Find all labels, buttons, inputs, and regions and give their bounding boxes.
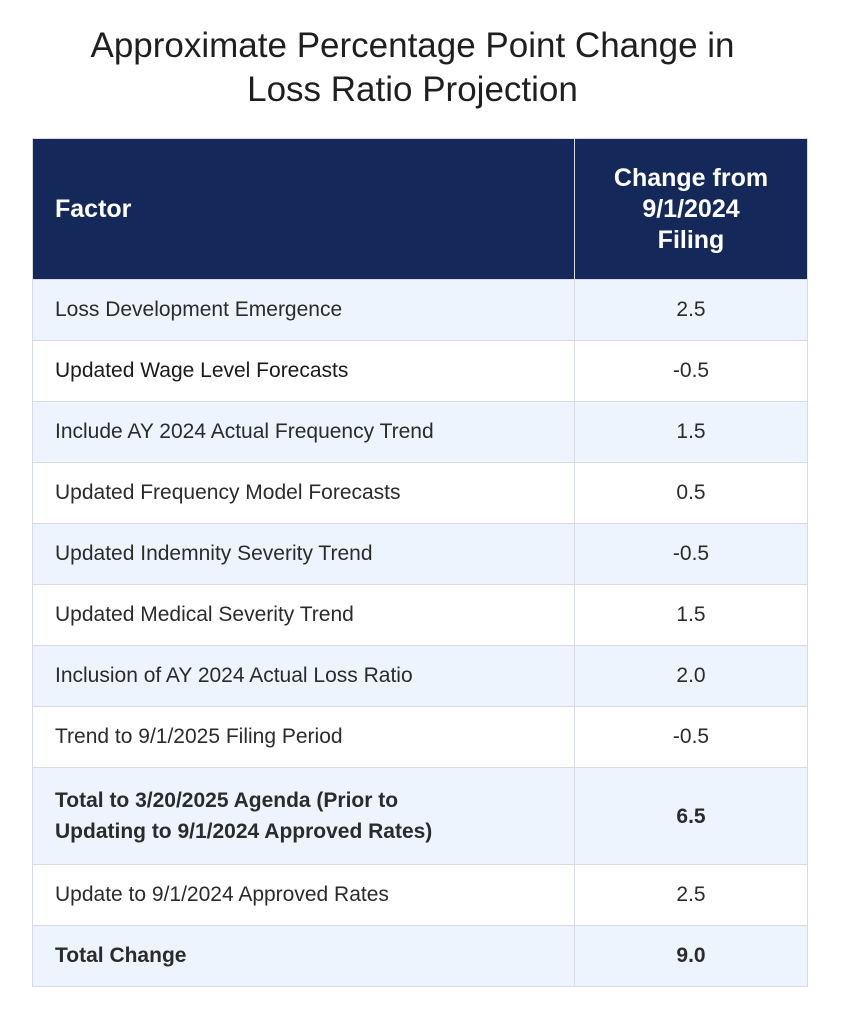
change-value-cell: 2.0 — [574, 645, 808, 707]
change-value-cell: 0.5 — [574, 462, 808, 524]
factor-cell: Inclusion of AY 2024 Actual Loss Ratio — [32, 645, 575, 707]
factor-table: Factor Change from 9/1/2024 Filing Loss De… — [32, 138, 808, 987]
change-value-cell: 1.5 — [574, 401, 808, 463]
factor-cell: Updated Frequency Model Forecasts — [32, 462, 575, 524]
factor-cell: Updated Wage Level Forecasts — [32, 340, 575, 402]
table-row: Update to 9/1/2024 Approved Rates 2.5 — [32, 864, 808, 926]
table-row: Updated Medical Severity Trend 1.5 — [32, 584, 808, 646]
table-row: Include AY 2024 Actual Frequency Trend 1… — [32, 401, 808, 463]
factor-cell: Include AY 2024 Actual Frequency Trend — [32, 401, 575, 463]
table-row: Loss Development Emergence 2.5 — [32, 279, 808, 341]
header-change-line-3: Filing — [657, 225, 725, 254]
change-value-cell: -0.5 — [574, 340, 808, 402]
total-value-cell: 9.0 — [574, 925, 808, 987]
change-value-cell: -0.5 — [574, 523, 808, 585]
change-value-cell: 2.5 — [574, 279, 808, 341]
subtotal-label-cell: Total to 3/20/2025 Agenda (Prior to Updat… — [32, 767, 575, 865]
table-row: Trend to 9/1/2025 Filing Period -0.5 — [32, 706, 808, 768]
page-title: Approximate Percentage Point Change in Lo… — [0, 24, 825, 112]
title-line-1: Approximate Percentage Point Change in — [90, 26, 735, 65]
header-change-line-1: Change from — [613, 163, 769, 192]
header-change-line-2: 9/1/2024 — [642, 194, 740, 223]
table-header-row: Factor Change from 9/1/2024 Filing — [32, 138, 808, 280]
change-value-cell: 2.5 — [574, 864, 808, 926]
subtotal-label-line-2: Updating to 9/1/2024 Approved Rates) — [55, 820, 433, 843]
table-row: Updated Frequency Model Forecasts 0.5 — [32, 462, 808, 524]
column-header-factor: Factor — [32, 138, 575, 280]
title-line-2: Loss Ratio Projection — [247, 70, 578, 109]
table-row: Updated Indemnity Severity Trend -0.5 — [32, 523, 808, 585]
total-label-cell: Total Change — [32, 925, 575, 987]
table-row: Updated Wage Level Forecasts -0.5 — [32, 340, 808, 402]
change-value-cell: 1.5 — [574, 584, 808, 646]
subtotal-label-line-1: Total to 3/20/2025 Agenda (Prior to — [55, 789, 399, 812]
total-row: Total Change 9.0 — [32, 925, 808, 987]
column-header-change: Change from 9/1/2024 Filing — [574, 138, 808, 280]
factor-cell: Loss Development Emergence — [32, 279, 575, 341]
factor-cell: Updated Medical Severity Trend — [32, 584, 575, 646]
table-row: Inclusion of AY 2024 Actual Loss Ratio 2… — [32, 645, 808, 707]
factor-cell: Updated Indemnity Severity Trend — [32, 523, 575, 585]
factor-cell: Trend to 9/1/2025 Filing Period — [32, 706, 575, 768]
factor-cell: Update to 9/1/2024 Approved Rates — [32, 864, 575, 926]
subtotal-value-cell: 6.5 — [574, 767, 808, 865]
change-value-cell: -0.5 — [574, 706, 808, 768]
subtotal-row: Total to 3/20/2025 Agenda (Prior to Updat… — [32, 767, 808, 865]
